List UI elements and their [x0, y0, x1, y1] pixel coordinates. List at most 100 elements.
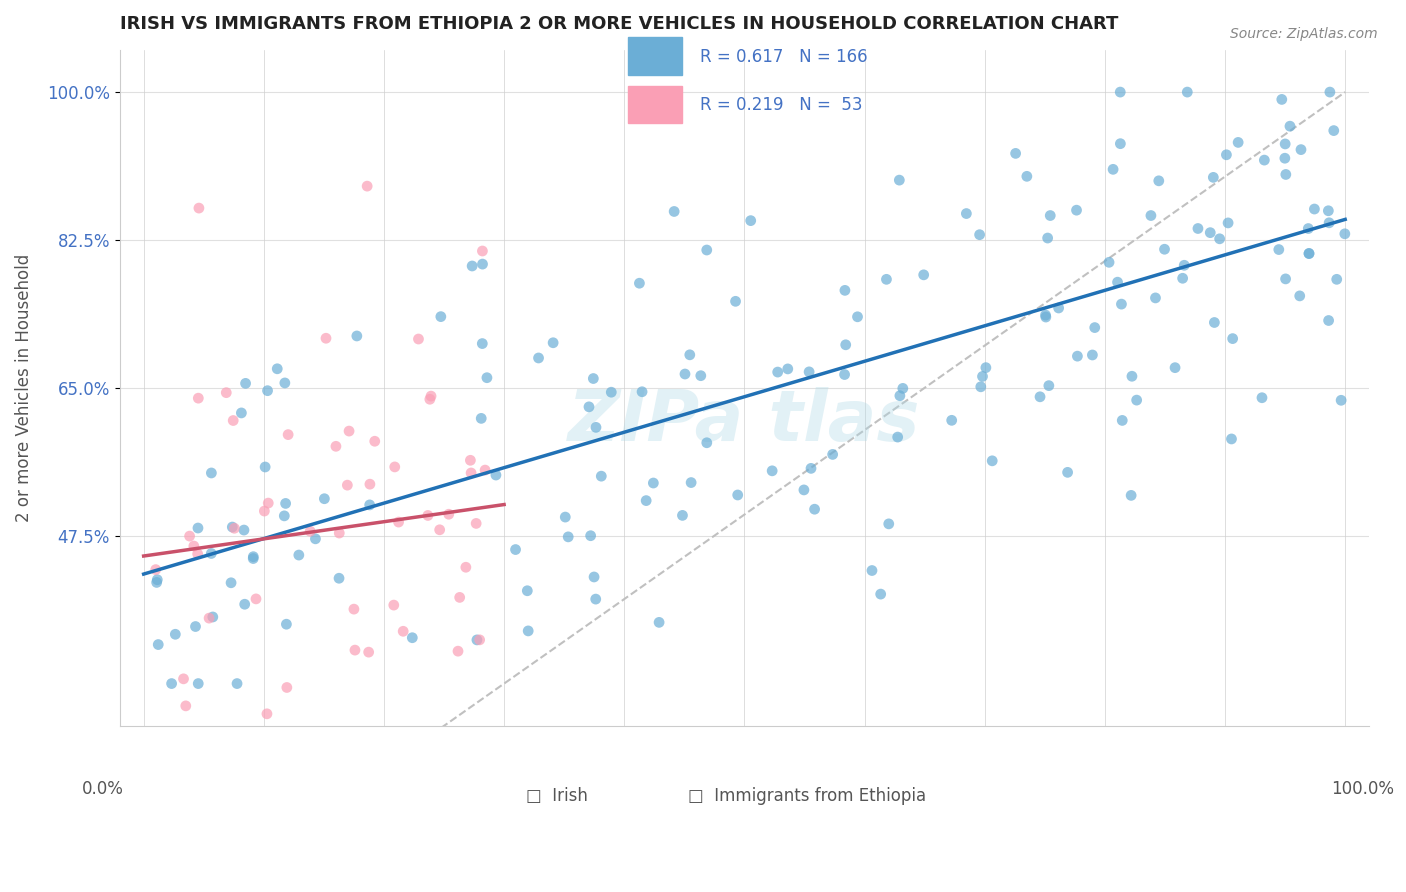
Irish: [541, 335, 564, 350]
Irish: [628, 277, 651, 291]
Immigrants from Ethiopia: [449, 591, 471, 605]
Irish: [1004, 146, 1026, 161]
Irish: [200, 466, 222, 480]
Irish: [797, 365, 820, 379]
Irish: [145, 575, 167, 590]
Immigrants from Ethiopia: [187, 547, 209, 561]
Irish: [430, 310, 453, 324]
Text: □  Immigrants from Ethiopia: □ Immigrants from Ethiopia: [688, 787, 927, 805]
Immigrants from Ethiopia: [471, 244, 494, 258]
Y-axis label: 2 or more Vehicles in Household: 2 or more Vehicles in Household: [15, 253, 32, 522]
Irish: [912, 268, 935, 282]
Irish: [226, 676, 249, 690]
Irish: [877, 516, 900, 531]
Irish: [696, 435, 718, 450]
Irish: [1303, 202, 1326, 216]
Irish: [834, 284, 856, 298]
Irish: [148, 638, 170, 652]
Text: ZIPa tlas: ZIPa tlas: [568, 387, 921, 456]
Irish: [1298, 246, 1320, 260]
Irish: [1208, 232, 1230, 246]
Immigrants from Ethiopia: [364, 434, 387, 449]
Irish: [1036, 231, 1059, 245]
Immigrants from Ethiopia: [401, 761, 423, 775]
Irish: [800, 461, 823, 475]
Irish: [643, 476, 665, 491]
Immigrants from Ethiopia: [392, 624, 415, 639]
Irish: [1147, 174, 1170, 188]
Irish: [582, 371, 605, 385]
Irish: [727, 488, 749, 502]
Irish: [631, 384, 654, 399]
Irish: [1121, 369, 1143, 384]
Immigrants from Ethiopia: [245, 591, 267, 606]
Irish: [1288, 289, 1310, 303]
Irish: [1298, 221, 1320, 235]
Irish: [1323, 123, 1346, 137]
Irish: [681, 475, 703, 490]
Irish: [889, 173, 911, 187]
Immigrants from Ethiopia: [277, 427, 299, 442]
Irish: [187, 676, 209, 690]
Irish: [1102, 162, 1125, 177]
Irish: [1220, 432, 1243, 446]
Irish: [972, 369, 994, 384]
Irish: [1035, 308, 1057, 322]
Irish: [662, 204, 685, 219]
Irish: [184, 619, 207, 633]
Irish: [1175, 85, 1198, 99]
Irish: [679, 348, 702, 362]
Irish: [869, 587, 891, 601]
Irish: [1274, 272, 1296, 286]
Irish: [1202, 170, 1225, 185]
Irish: [1107, 275, 1129, 289]
Immigrants from Ethiopia: [408, 332, 430, 346]
Bar: [627, 86, 682, 123]
Irish: [346, 329, 368, 343]
Irish: [165, 627, 187, 641]
Irish: [1204, 316, 1226, 330]
Irish: [1038, 378, 1060, 392]
Immigrants from Ethiopia: [299, 524, 322, 539]
Irish: [470, 411, 492, 425]
Immigrants from Ethiopia: [382, 598, 405, 612]
Irish: [1222, 332, 1244, 346]
Irish: [256, 384, 278, 398]
Immigrants from Ethiopia: [174, 698, 197, 713]
Irish: [648, 615, 671, 630]
Irish: [233, 523, 256, 537]
Irish: [1274, 151, 1296, 165]
Immigrants from Ethiopia: [420, 389, 443, 403]
Irish: [1056, 466, 1078, 480]
Irish: [1153, 242, 1175, 256]
Irish: [160, 676, 183, 690]
Irish: [1317, 216, 1340, 230]
Irish: [1109, 85, 1132, 99]
Immigrants from Ethiopia: [256, 706, 278, 721]
Irish: [585, 420, 607, 434]
Irish: [1111, 413, 1133, 427]
Text: 100.0%: 100.0%: [1331, 780, 1395, 798]
Irish: [557, 530, 579, 544]
Irish: [1039, 209, 1062, 223]
Irish: [793, 483, 815, 497]
Irish: [1298, 246, 1320, 260]
Irish: [242, 551, 264, 566]
Irish: [1227, 136, 1250, 150]
Irish: [1125, 393, 1147, 408]
Text: Source: ZipAtlas.com: Source: ZipAtlas.com: [1230, 27, 1378, 41]
Irish: [579, 529, 602, 543]
Immigrants from Ethiopia: [353, 761, 375, 775]
Immigrants from Ethiopia: [387, 515, 409, 529]
Irish: [1199, 226, 1222, 240]
Immigrants from Ethiopia: [187, 201, 209, 215]
Irish: [1035, 310, 1057, 324]
Irish: [1326, 272, 1348, 286]
Irish: [1121, 488, 1143, 502]
Irish: [1111, 297, 1133, 311]
Irish: [187, 521, 209, 535]
Immigrants from Ethiopia: [215, 385, 238, 400]
Irish: [461, 259, 484, 273]
Irish: [1216, 216, 1239, 230]
Irish: [860, 564, 883, 578]
